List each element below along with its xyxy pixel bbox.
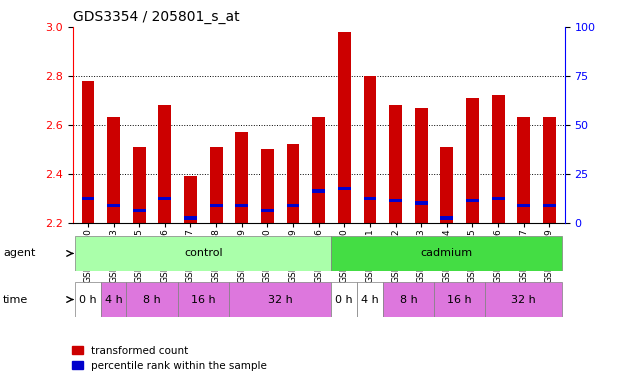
Bar [440, 216, 453, 220]
Bar [286, 144, 300, 223]
Bar [363, 197, 376, 200]
Bar [133, 147, 146, 223]
Bar [331, 236, 562, 271]
Text: control: control [184, 248, 223, 258]
Bar [466, 199, 479, 202]
Text: 16 h: 16 h [191, 295, 216, 305]
Bar [209, 204, 223, 207]
Bar [466, 98, 479, 223]
Bar [107, 118, 120, 223]
Bar [126, 282, 178, 317]
Bar [363, 76, 376, 223]
Text: 0 h: 0 h [79, 295, 97, 305]
Bar [543, 204, 556, 207]
Bar [338, 32, 351, 223]
Bar [312, 189, 325, 193]
Bar [209, 147, 223, 223]
Bar [440, 147, 453, 223]
Text: 4 h: 4 h [105, 295, 122, 305]
Bar [492, 197, 505, 200]
Bar [312, 118, 325, 223]
Text: cadmium: cadmium [421, 248, 473, 258]
Bar [415, 108, 428, 223]
Bar [158, 105, 171, 223]
Text: time: time [3, 295, 28, 305]
Text: 16 h: 16 h [447, 295, 472, 305]
Bar [107, 204, 120, 207]
Bar [133, 209, 146, 212]
Bar [331, 282, 357, 317]
Bar [75, 282, 101, 317]
Bar [184, 176, 197, 223]
Bar [389, 199, 402, 202]
Bar [184, 216, 197, 220]
Bar [517, 118, 530, 223]
Bar [81, 81, 95, 223]
Bar [261, 209, 274, 212]
Bar [158, 197, 171, 200]
Bar [81, 197, 95, 200]
Bar [543, 118, 556, 223]
Bar [485, 282, 562, 317]
Legend: transformed count, percentile rank within the sample: transformed count, percentile rank withi… [68, 341, 271, 375]
Bar [178, 282, 229, 317]
Bar [338, 187, 351, 190]
Bar [261, 149, 274, 223]
Bar [101, 282, 126, 317]
Text: 8 h: 8 h [399, 295, 417, 305]
Bar [235, 132, 248, 223]
Bar [415, 202, 428, 205]
Text: GDS3354 / 205801_s_at: GDS3354 / 205801_s_at [73, 10, 239, 25]
Text: 4 h: 4 h [361, 295, 379, 305]
Bar [492, 95, 505, 223]
Bar [389, 105, 402, 223]
Bar [434, 282, 485, 317]
Bar [286, 204, 300, 207]
Text: 0 h: 0 h [336, 295, 353, 305]
Bar [517, 204, 530, 207]
Bar [383, 282, 434, 317]
Bar [357, 282, 383, 317]
Text: 32 h: 32 h [268, 295, 293, 305]
Text: 32 h: 32 h [511, 295, 536, 305]
Bar [75, 236, 331, 271]
Text: agent: agent [3, 248, 35, 258]
Bar [229, 282, 331, 317]
Bar [235, 204, 248, 207]
Text: 8 h: 8 h [143, 295, 161, 305]
